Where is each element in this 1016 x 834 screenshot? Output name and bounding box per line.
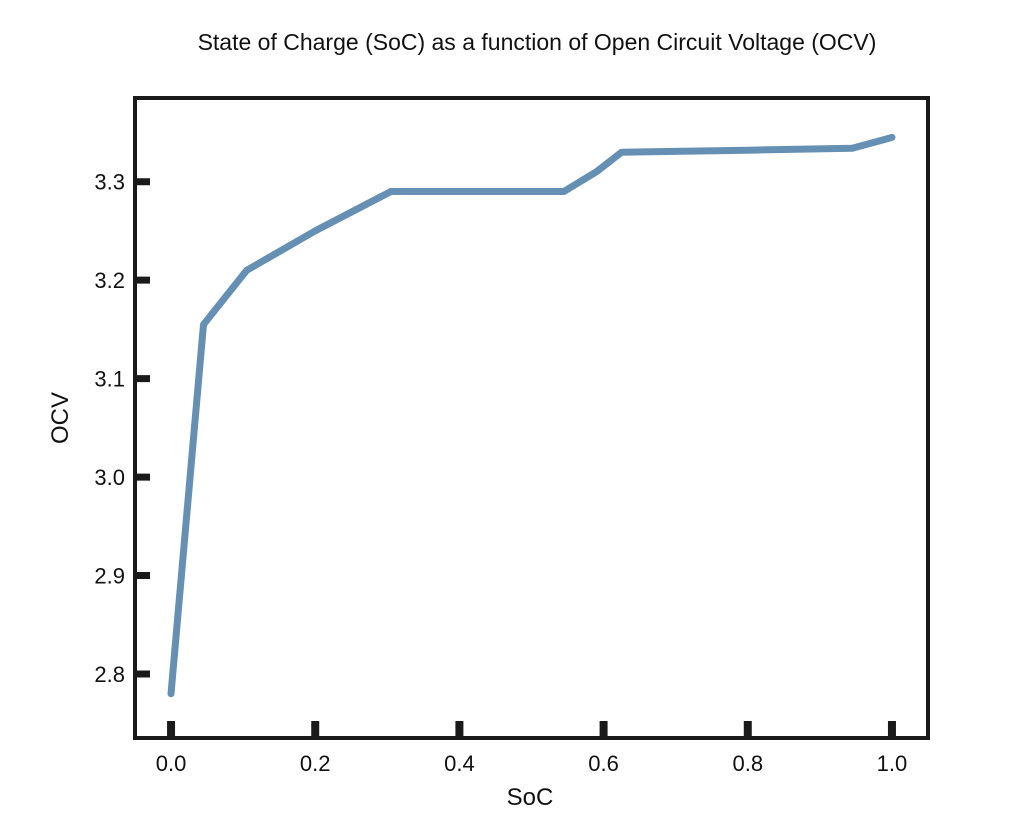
- y-tick-label: 2.8: [94, 662, 125, 687]
- x-tick-label: 0.4: [444, 751, 475, 776]
- y-tick-label: 3.0: [94, 465, 125, 490]
- y-tick-label: 3.3: [94, 170, 125, 195]
- y-tick-label: 3.1: [94, 367, 125, 392]
- chart-title: State of Charge (SoC) as a function of O…: [198, 29, 877, 55]
- x-tick-label: 0.2: [300, 751, 331, 776]
- x-axis: 0.0 0.2 0.4 0.6 0.8 1.0: [156, 721, 908, 776]
- x-tick-label: 0.6: [588, 751, 619, 776]
- series-line: [167, 133, 896, 698]
- x-axis-label: SoC: [507, 784, 554, 811]
- y-axis-label: OCV: [47, 392, 74, 444]
- y-tick-label: 2.9: [94, 564, 125, 589]
- x-tick-label: 1.0: [877, 751, 908, 776]
- x-tick-label: 0.8: [732, 751, 763, 776]
- y-tick-label: 3.2: [94, 268, 125, 293]
- plot-frame: [133, 96, 930, 740]
- x-tick-label: 0.0: [156, 751, 187, 776]
- y-axis: 2.8 2.9 3.0 3.1 3.2 3.3: [94, 170, 150, 687]
